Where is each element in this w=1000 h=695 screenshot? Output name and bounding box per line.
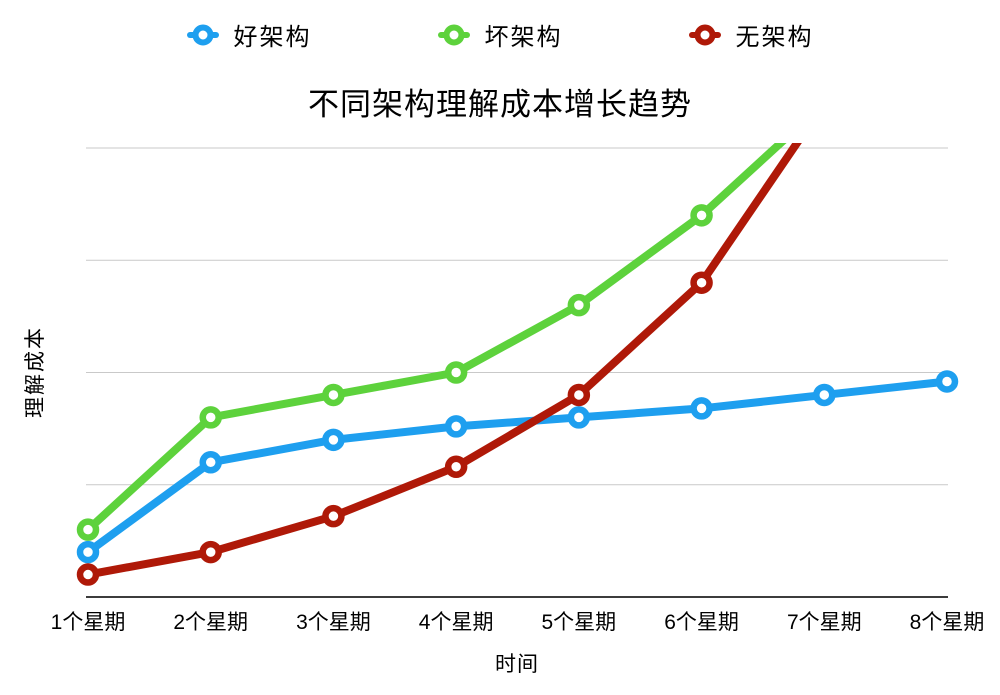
x-tick-label: 4个星期: [418, 611, 494, 634]
series-line-no-architecture: [84, 143, 802, 579]
legend-item-no-architecture[interactable]: 无架构: [688, 17, 814, 52]
legend-ring-icon: [694, 24, 715, 45]
data-point-bad-architecture: [567, 293, 591, 317]
data-point-good-architecture: [813, 383, 836, 407]
legend-label: 无架构: [735, 24, 814, 51]
data-point-bad-architecture: [199, 406, 222, 429]
x-axis-labels: 1个星期 2个星期 3个星期 4个星期 5个星期 6个星期 7个星期 8个星期: [0, 606, 1000, 634]
x-tick-label: 5个星期: [541, 611, 617, 634]
legend-item-bad-architecture[interactable]: 坏架构: [437, 17, 563, 52]
data-point-no-architecture: [444, 455, 468, 479]
legend-ring-icon: [192, 24, 213, 45]
data-point-good-architecture: [322, 428, 345, 452]
x-tick-label: 8个星期: [909, 611, 985, 634]
data-point-good-architecture: [199, 451, 222, 474]
data-point-no-architecture: [76, 563, 100, 586]
data-point-good-architecture: [76, 540, 100, 564]
line-point-marker-icon: [437, 23, 470, 46]
chart-legend: 好架构 坏架构 无架构: [0, 17, 1000, 52]
legend-label: 好架构: [233, 24, 312, 51]
line-point-marker-icon: [186, 23, 219, 46]
series-good-architecture: [76, 370, 959, 564]
data-point-bad-architecture: [444, 361, 468, 384]
data-point-no-architecture: [567, 383, 591, 407]
x-tick-label: 7个星期: [786, 611, 862, 634]
legend-ring-icon: [443, 24, 464, 45]
data-point-bad-architecture: [816, 95, 832, 111]
series-line-good-architecture: [84, 377, 951, 557]
data-point-bad-architecture: [76, 518, 100, 541]
x-tick-label: 3个星期: [296, 611, 371, 634]
x-tick-label: 6个星期: [664, 611, 739, 634]
data-point-good-architecture: [935, 370, 959, 393]
data-point-no-architecture: [322, 504, 345, 528]
chart-title: 不同架构理解成本增长趋势: [308, 87, 692, 122]
data-point-bad-architecture: [690, 204, 713, 227]
data-point-good-architecture: [690, 397, 713, 420]
series-no-architecture: [76, 95, 832, 586]
data-point-good-architecture: [444, 415, 468, 438]
x-tick-label: 2个星期: [173, 611, 249, 634]
data-point-bad-architecture: [322, 383, 345, 407]
data-point-no-architecture: [690, 271, 713, 294]
x-axis-title: 时间: [495, 653, 539, 676]
x-tick-label: 1个星期: [50, 611, 126, 634]
legend-item-good-architecture[interactable]: 好架构: [186, 17, 312, 52]
series-line-bad-architecture: [84, 143, 787, 534]
data-point-no-architecture: [816, 95, 832, 111]
legend-label: 坏架构: [484, 24, 563, 51]
line-point-marker-icon: [688, 23, 721, 46]
data-point-good-architecture: [567, 406, 591, 429]
series-bad-architecture: [76, 95, 832, 541]
data-point-no-architecture: [199, 540, 222, 564]
